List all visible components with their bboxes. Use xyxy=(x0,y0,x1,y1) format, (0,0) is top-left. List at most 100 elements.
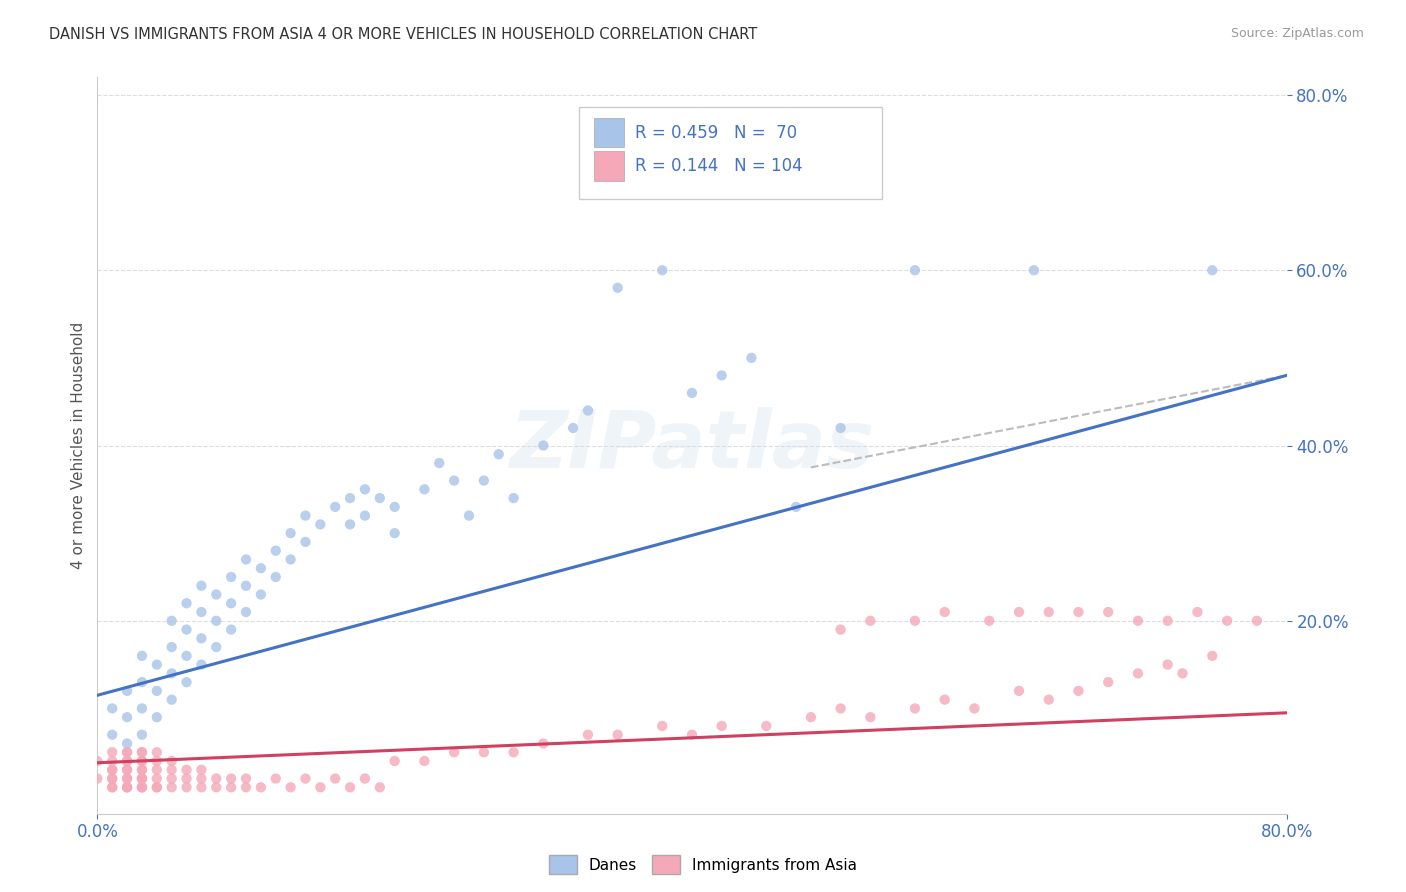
Point xyxy=(131,780,153,795)
Point xyxy=(1067,605,1090,619)
Point xyxy=(101,701,124,715)
Point xyxy=(115,772,138,786)
Point xyxy=(101,745,124,759)
Point xyxy=(576,403,599,417)
FancyBboxPatch shape xyxy=(595,118,624,147)
Point xyxy=(904,701,927,715)
Text: DANISH VS IMMIGRANTS FROM ASIA 4 OR MORE VEHICLES IN HOUSEHOLD CORRELATION CHART: DANISH VS IMMIGRANTS FROM ASIA 4 OR MORE… xyxy=(49,27,758,42)
Point xyxy=(115,684,138,698)
Point xyxy=(472,474,495,488)
Point xyxy=(115,710,138,724)
Point xyxy=(339,517,361,532)
Point xyxy=(755,719,778,733)
Point xyxy=(115,745,138,759)
Point xyxy=(339,491,361,505)
Point xyxy=(219,623,242,637)
Point xyxy=(190,605,212,619)
Text: ZIPatlas: ZIPatlas xyxy=(509,407,875,484)
Point xyxy=(101,763,124,777)
Point xyxy=(710,719,733,733)
Point xyxy=(651,719,673,733)
Point xyxy=(1201,648,1223,663)
Point xyxy=(131,754,153,768)
Point xyxy=(146,780,169,795)
Point xyxy=(131,780,153,795)
Point xyxy=(562,421,585,435)
Point xyxy=(160,780,183,795)
Point xyxy=(131,675,153,690)
Point xyxy=(115,745,138,759)
Point xyxy=(101,772,124,786)
Point xyxy=(1246,614,1268,628)
Point xyxy=(1097,675,1119,690)
Point xyxy=(934,692,956,706)
Point xyxy=(160,640,183,654)
Point xyxy=(354,483,377,497)
Point xyxy=(1008,605,1031,619)
Point xyxy=(740,351,762,365)
Point xyxy=(235,605,257,619)
Point xyxy=(606,728,628,742)
Point xyxy=(264,570,287,584)
Point xyxy=(160,666,183,681)
Point xyxy=(264,772,287,786)
Point xyxy=(1067,684,1090,698)
Point xyxy=(131,763,153,777)
Point xyxy=(531,438,554,452)
Point xyxy=(323,772,346,786)
Point xyxy=(131,772,153,786)
Point xyxy=(115,754,138,768)
Point xyxy=(280,526,302,541)
Point xyxy=(830,421,852,435)
Point xyxy=(413,754,436,768)
Point xyxy=(146,710,169,724)
Point xyxy=(1008,684,1031,698)
Point xyxy=(131,745,153,759)
Point xyxy=(368,491,391,505)
Point xyxy=(131,763,153,777)
Point xyxy=(176,623,198,637)
Point xyxy=(115,780,138,795)
Point xyxy=(576,728,599,742)
Point xyxy=(1038,692,1060,706)
Point xyxy=(146,657,169,672)
Legend: Danes, Immigrants from Asia: Danes, Immigrants from Asia xyxy=(543,849,863,880)
Point xyxy=(354,772,377,786)
Point xyxy=(1126,666,1149,681)
Point xyxy=(131,780,153,795)
Point xyxy=(681,728,703,742)
Point xyxy=(146,772,169,786)
Point xyxy=(830,701,852,715)
Point xyxy=(427,456,450,470)
Point xyxy=(323,500,346,514)
Point xyxy=(368,780,391,795)
Point xyxy=(934,605,956,619)
Point xyxy=(235,579,257,593)
Point xyxy=(294,535,316,549)
Point xyxy=(131,701,153,715)
Point xyxy=(131,754,153,768)
Point xyxy=(384,500,406,514)
Point xyxy=(101,763,124,777)
Point xyxy=(413,483,436,497)
Point xyxy=(502,745,524,759)
Point xyxy=(115,780,138,795)
Point xyxy=(472,745,495,759)
Point xyxy=(1156,614,1178,628)
Point xyxy=(785,500,807,514)
Point xyxy=(280,552,302,566)
Y-axis label: 4 or more Vehicles in Household: 4 or more Vehicles in Household xyxy=(72,322,86,569)
Point xyxy=(458,508,481,523)
Point xyxy=(309,780,332,795)
Point xyxy=(146,684,169,698)
Point xyxy=(101,780,124,795)
Point xyxy=(115,780,138,795)
Point xyxy=(443,745,465,759)
Point xyxy=(115,772,138,786)
Point xyxy=(190,763,212,777)
Point xyxy=(1171,666,1194,681)
Point xyxy=(160,614,183,628)
Point xyxy=(205,614,228,628)
Point xyxy=(1187,605,1209,619)
Point xyxy=(488,447,510,461)
